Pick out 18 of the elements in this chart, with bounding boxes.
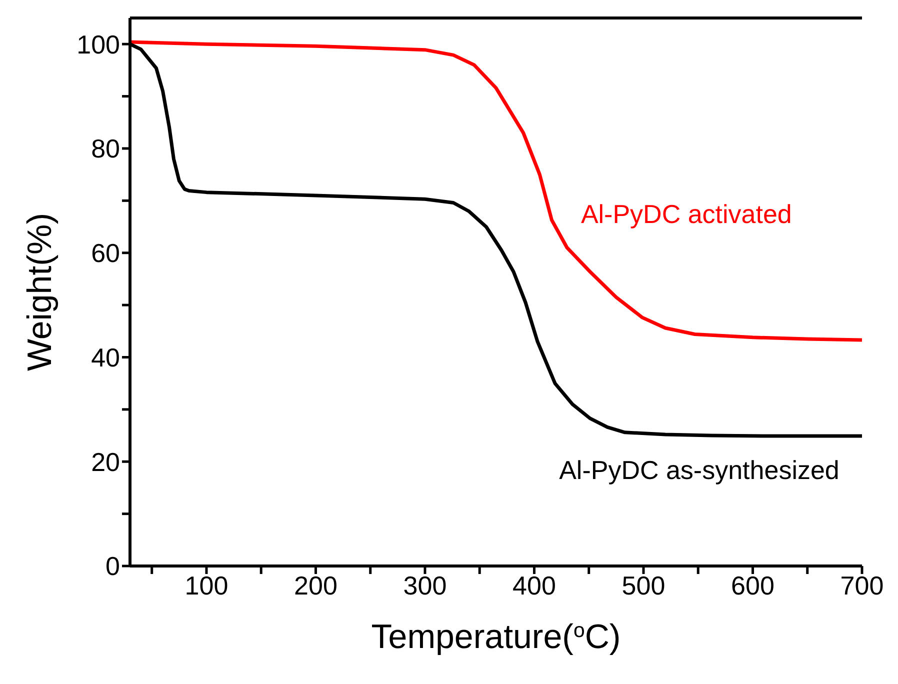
- x-tick-label: 300: [403, 570, 447, 600]
- line-series: [130, 40, 862, 342]
- x-tick-label: 400: [512, 570, 556, 600]
- y-tick-label: 40: [91, 342, 120, 372]
- y-tick-label: 0: [106, 551, 120, 582]
- x-tick-label: 700: [840, 570, 884, 600]
- y-axis-title: Weight(%): [21, 212, 59, 372]
- y-tick-label: 100: [76, 29, 120, 60]
- x-tick-label: 200: [294, 570, 338, 600]
- x-tick-label: 500: [622, 570, 666, 600]
- x-tick-label: 100: [184, 570, 228, 600]
- x-axis-title: Temperature($^{o}$C): [371, 618, 621, 656]
- y-tick-label: 20: [91, 446, 120, 477]
- x-tick-label: 600: [731, 570, 774, 600]
- y-tick-label: 60: [91, 238, 120, 268]
- series-label: Al-PyDC activated: [580, 198, 792, 230]
- series-label: Al-PyDC as-synthesized: [559, 455, 840, 486]
- y-tick-label: 80: [91, 134, 120, 164]
